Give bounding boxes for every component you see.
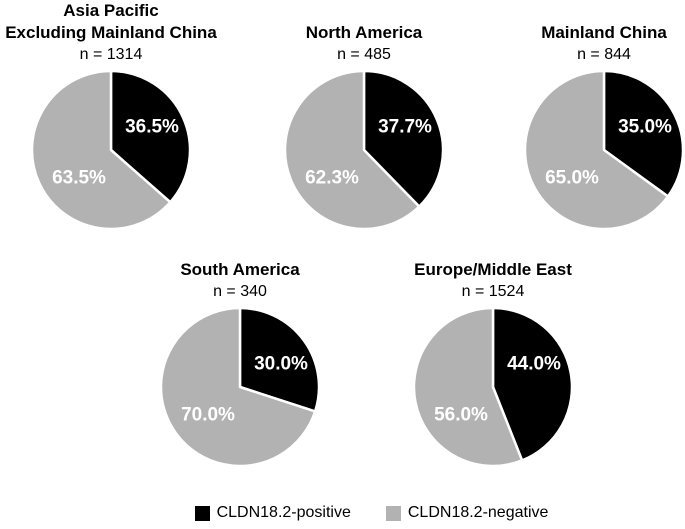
chart-n-label: n = 340	[213, 283, 267, 300]
chart-n-label: n = 1314	[79, 46, 143, 63]
chart-title: Mainland China	[541, 23, 667, 42]
legend-item-positive: CLDN18.2-positive	[194, 503, 351, 523]
pie-slice-negative	[159, 306, 317, 468]
pie-slice-positive-percent-label: 44.0%	[507, 354, 561, 375]
pie-slice-negative	[523, 69, 670, 231]
chart-title-block: Europe/Middle East n = 1524	[373, 237, 613, 303]
pie-graphic: 44.0% 56.0%	[412, 306, 574, 468]
pie-slice-positive	[238, 306, 321, 413]
chart-title: Excluding Mainland China	[5, 23, 217, 42]
positive-color-swatch	[194, 505, 210, 521]
pie-chart-asia-pacific-excluding-mainland-china: Asia Pacific Excluding Mainland China n = …	[0, 0, 231, 233]
pie-slice-negative-percent-label: 63.5%	[52, 168, 106, 189]
chart-n-label: n = 485	[337, 46, 391, 63]
pie-graphic: 35.0% 65.0%	[523, 69, 685, 231]
pie-slice-negative	[412, 306, 524, 468]
chart-n-label: n = 844	[577, 46, 631, 63]
negative-color-swatch	[385, 505, 401, 521]
legend-label-negative: CLDN18.2-negative	[407, 504, 549, 521]
legend: CLDN18.2-positive CLDN18.2-negative	[0, 503, 685, 523]
pie-slice-positive-percent-label: 36.5%	[125, 117, 179, 138]
chart-title: South America	[180, 260, 300, 279]
pie-graphic: 36.5% 63.5%	[30, 69, 192, 231]
pie-slice-positive-percent-label: 35.0%	[618, 117, 672, 138]
legend-item-negative: CLDN18.2-negative	[385, 503, 549, 523]
pie-graphic: 30.0% 70.0%	[159, 306, 321, 468]
pie-slice-positive-percent-label: 37.7%	[378, 117, 432, 138]
pie-slice-positive	[602, 69, 685, 198]
pie-slice-negative	[30, 69, 172, 231]
chart-title-block: South America n = 340	[120, 237, 360, 303]
chart-title: Asia Pacific	[63, 1, 159, 20]
chart-title-block: Mainland China n = 844	[484, 0, 685, 66]
chart-title-block: North America n = 485	[244, 0, 484, 66]
pie-slice-positive-percent-label: 30.0%	[254, 354, 308, 375]
legend-label-positive: CLDN18.2-positive	[216, 504, 351, 521]
chart-n-label: n = 1524	[461, 283, 525, 300]
pie-slice-negative-percent-label: 56.0%	[434, 405, 488, 426]
pie-chart-europe-middle-east: Europe/Middle East n = 1524 44.0% 56.0%	[373, 237, 613, 470]
pie-slice-positive	[109, 69, 192, 204]
pie-slice-negative-percent-label: 62.3%	[305, 168, 359, 189]
chart-title: Europe/Middle East	[414, 260, 572, 279]
pie-slice-negative	[283, 69, 421, 231]
pie-slice-positive	[491, 306, 574, 462]
pie-slice-positive	[362, 69, 445, 208]
pie-slice-negative-percent-label: 65.0%	[545, 168, 599, 189]
pie-graphic: 37.7% 62.3%	[283, 69, 445, 231]
chart-title: North America	[305, 23, 423, 42]
pie-chart-mainland-china: Mainland China n = 844 35.0% 65.0%	[484, 0, 685, 233]
chart-title-block: Asia Pacific Excluding Mainland China n = …	[0, 0, 231, 66]
pie-chart-north-america: North America n = 485 37.7% 62.3%	[244, 0, 484, 233]
pie-chart-south-america: South America n = 340 30.0% 70.0%	[120, 237, 360, 470]
pie-slice-negative-percent-label: 70.0%	[181, 405, 235, 426]
